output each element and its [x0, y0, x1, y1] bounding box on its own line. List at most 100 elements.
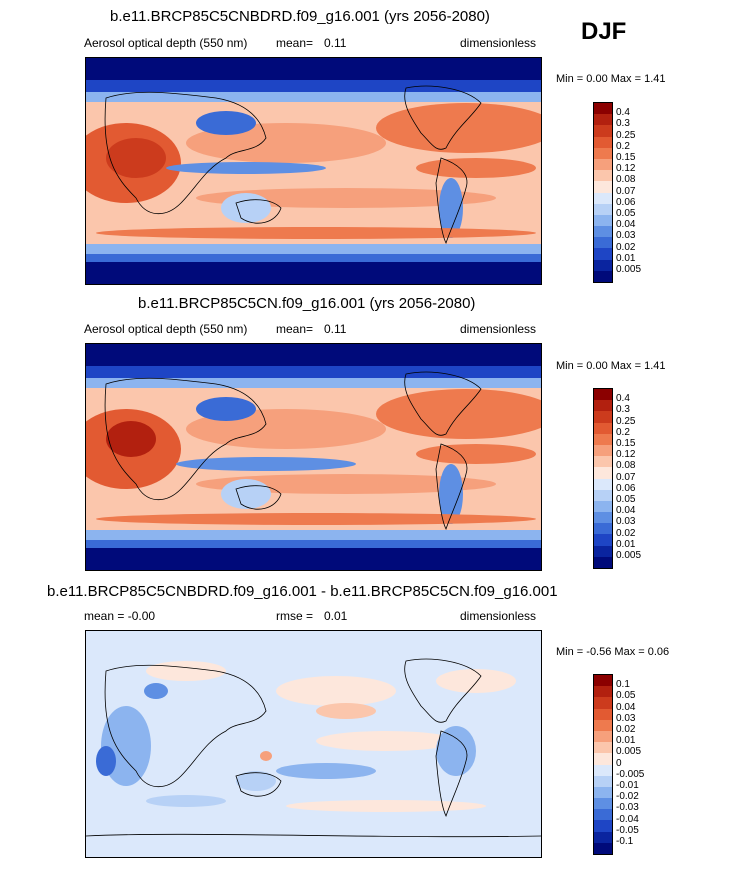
panel1-colorbar-tick-label: 0.08	[616, 174, 636, 186]
panel3-colorbar-swatch	[594, 697, 612, 709]
panel2-colorbar-swatch	[594, 545, 612, 557]
panel2-colorbar-swatch	[594, 433, 612, 445]
panel2-colorbar-swatch	[594, 523, 612, 535]
panel3-map	[85, 630, 542, 858]
panel1-colorbar-swatch	[594, 270, 612, 282]
panel1-title: b.e11.BRCP85C5CNBDRD.f09_g16.001 (yrs 20…	[110, 8, 490, 25]
season-label: DJF	[581, 18, 627, 45]
panel2-variable-label: Aerosol optical depth (550 nm)	[84, 322, 248, 336]
panel2-colorbar-swatch	[594, 489, 612, 501]
panel1-colorbar-tick-label: 0.3	[616, 118, 630, 130]
panel3-colorbar-swatch	[594, 764, 612, 776]
panel1-colorbar-swatch	[594, 192, 612, 204]
panel2-colorbar-tick-label: 0.4	[616, 393, 630, 405]
panel3-colorbar-swatch	[594, 786, 612, 799]
panel1-colorbar-swatch	[594, 203, 612, 215]
panel2-colorbar-swatch	[594, 444, 612, 457]
panel3-colorbar-swatch	[594, 775, 612, 787]
panel2-min-label: Min =	[556, 360, 584, 372]
panel3-colorbar-tick-label: 0.03	[616, 712, 636, 724]
panel3-title: b.e11.BRCP85C5CNBDRD.f09_g16.001 - b.e11…	[47, 583, 558, 600]
panel2-colorbar-swatch	[594, 411, 612, 423]
panel3-colorbar-swatch	[594, 809, 612, 821]
panel2-colorbar-swatch	[594, 467, 612, 479]
panel2-colorbar-tick-label: 0.06	[616, 482, 636, 494]
panel3-rmse-value: 0.01	[324, 609, 348, 623]
panel2-min-value: 0.00	[586, 360, 608, 372]
panel2-max-label: Max =	[610, 360, 642, 372]
panel3-colorbar-tick-label: 0.01	[616, 735, 636, 747]
panel3-units: dimensionless	[460, 609, 537, 623]
panel3-colorbar-swatch	[594, 686, 612, 698]
panel1-colorbar-swatch	[594, 259, 612, 271]
panel2-colorbar-tick-label: 0.02	[616, 527, 636, 539]
panel2-units: dimensionless	[460, 322, 537, 336]
panel1-colorbar-swatch	[594, 147, 612, 159]
panel2-max-value: 1.41	[644, 360, 666, 372]
panel2-colorbar-tick-label: 0.04	[616, 505, 636, 517]
panel1-colorbar-swatch	[594, 170, 612, 182]
panel3-colorbar-tick-label: -0.005	[616, 768, 645, 780]
panel3-colorbar-swatch	[594, 708, 612, 720]
panel2-mean-label: mean=	[276, 322, 314, 336]
panel3-colorbar-swatch	[594, 675, 612, 687]
panel2-colorbar-swatch	[594, 389, 612, 401]
panel2-colorbar-tick-label: 0.2	[616, 426, 630, 438]
panel1-colorbar-tick-label: 0.03	[616, 230, 636, 242]
panel3-colorbar-tick-label: -0.01	[616, 780, 639, 791]
panel1-min-value: 0.00	[586, 73, 608, 85]
panel2-colorbar-swatch	[594, 534, 612, 546]
panel2-min-max: Min = 0.00 Max = 1.41	[556, 360, 666, 372]
panel1-colorbar-tick-label: 0.05	[616, 208, 636, 219]
panel1-colorbar-tick-label: 0.25	[616, 129, 636, 141]
panel1-map-field	[86, 58, 541, 284]
panel3-max-value: 0.06	[647, 646, 670, 658]
panel3-map-field	[86, 631, 541, 857]
panel2-map-field	[86, 344, 541, 570]
panel1-colorbar-tick-label: 0.2	[616, 140, 630, 152]
panel2-colorbar-swatch	[594, 500, 612, 513]
panel3-colorbar-tick-label: -0.03	[616, 802, 639, 814]
panel1-colorbar-swatch	[594, 226, 612, 238]
panel3-colorbar-swatch	[594, 831, 612, 843]
panel1-colorbar-tick-label: 0.15	[616, 152, 636, 163]
panel1-colorbar-tick-label: 0.005	[616, 264, 642, 275]
panel2-colorbar-tick-label: 0.3	[616, 404, 630, 416]
panel1-colorbar-tick-label: 0.01	[616, 252, 636, 264]
panel3-colorbar-tick-label: -0.04	[616, 813, 639, 825]
panel2-colorbar-swatch	[594, 478, 612, 490]
panel1-max-value: 1.41	[644, 73, 666, 85]
panel2-colorbar-tick-label: 0.03	[616, 516, 636, 528]
panel2-colorbar-swatch	[594, 512, 612, 524]
panel1-colorbar-swatch	[594, 136, 612, 148]
panel3-colorbar-tick-label: 0.04	[616, 701, 636, 713]
panel3-colorbar-tick-label: -0.05	[616, 824, 639, 836]
panel3-colorbar-tick-label: 0.1	[616, 679, 630, 691]
panel2-colorbar-tick-label: 0.08	[616, 460, 636, 472]
panel3-colorbar-tick-label: 0	[616, 757, 622, 769]
panel1-colorbar-swatch	[594, 248, 612, 260]
panel3-colorbar-tick-label: -0.02	[616, 791, 639, 803]
panel3-colorbar-swatch	[594, 842, 612, 854]
panel2-map	[85, 343, 542, 571]
panel1-max-label: Max =	[610, 73, 642, 85]
panel3-colorbar-tick-label: 0.02	[616, 724, 636, 735]
panel1-colorbar-tick-label: 0.07	[616, 185, 636, 197]
panel3-min-max: Min = -0.56 Max = 0.06	[556, 646, 669, 658]
panel1-colorbar-swatch	[594, 158, 612, 171]
panel1-colorbar-swatch	[594, 214, 612, 227]
panel3-rmse-label: rmse =	[276, 609, 314, 623]
panel2-colorbar-tick-label: 0.005	[616, 550, 642, 561]
panel1-min-label: Min =	[556, 73, 584, 85]
panel2-colorbar-swatch	[594, 456, 612, 468]
panel1-min-max: Min = 0.00 Max = 1.41	[556, 73, 666, 85]
panel1-map	[85, 57, 542, 285]
panel2-colorbar-tick-label: 0.07	[616, 471, 636, 483]
panel1-colorbar-swatches	[593, 102, 613, 284]
panel3-max-label: Max =	[614, 646, 645, 658]
panel1-colorbar-tick-label: 0.12	[616, 163, 636, 175]
panel3-colorbar-swatch	[594, 730, 612, 743]
panel3-colorbar-swatch	[594, 753, 612, 765]
panel3-min-value: -0.56	[586, 646, 612, 658]
panel3-colorbar-tick-label: -0.1	[616, 836, 634, 847]
